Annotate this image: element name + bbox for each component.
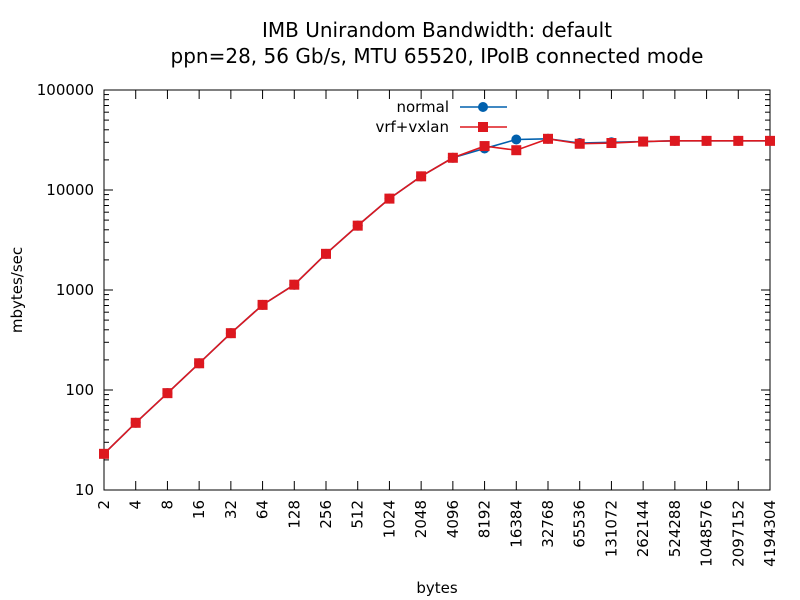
x-tick-label: 32 [222, 500, 240, 519]
y-tick-label: 1000 [56, 281, 94, 299]
data-point [733, 135, 744, 146]
y-tick-label: 10 [75, 481, 94, 499]
series-2 [99, 133, 775, 459]
data-point [352, 220, 363, 231]
series-line [103, 137, 770, 455]
data-point [321, 248, 331, 259]
data-point [479, 141, 490, 152]
data-point [194, 358, 205, 369]
legend-label: normal [396, 98, 449, 116]
data-point [257, 299, 268, 310]
x-tick-label: 1024 [380, 500, 398, 538]
series-line [103, 138, 770, 455]
x-tick-label: 16 [190, 500, 208, 519]
y-tick-label: 100 [65, 381, 94, 399]
data-point [638, 136, 649, 147]
x-tick-label: 1048576 [698, 500, 716, 567]
data-point [606, 138, 617, 149]
x-tick-label: 4194304 [761, 500, 779, 567]
x-tick-label: 512 [349, 500, 367, 529]
x-tick-label: 131072 [602, 500, 620, 557]
x-tick-label: 16384 [507, 500, 525, 548]
legend-label: vrf+vxlan [375, 118, 449, 136]
data-point [416, 171, 427, 182]
data-point [289, 279, 300, 290]
chart-title: IMB Unirandom Bandwidth: default [262, 18, 612, 42]
data-point [543, 133, 553, 144]
x-axis-label: bytes [416, 579, 458, 597]
legend: normal vrf+vxlan [375, 98, 507, 136]
legend-marker [478, 102, 488, 112]
x-tick-label: 64 [254, 500, 272, 519]
y-tick-label: 100000 [37, 81, 94, 99]
x-tick-label: 4 [127, 500, 145, 510]
data-point [99, 448, 109, 459]
x-tick-label: 65536 [571, 500, 589, 548]
data-point [511, 145, 522, 156]
x-tick-label: 2 [95, 500, 113, 510]
data-point [225, 328, 236, 339]
x-tick-label: 4096 [444, 500, 462, 538]
data-point [511, 134, 522, 145]
series-layer [99, 133, 775, 459]
data-point [447, 152, 458, 163]
series-1 [99, 133, 775, 459]
x-tick-label: 524288 [666, 500, 684, 557]
x-tick-label: 8 [158, 500, 176, 510]
axes: 10 100 1000 10000 100000 2 4 8 16 32 64 128 256 512 10… [37, 81, 779, 567]
x-tick-label: 2097152 [729, 500, 747, 567]
y-tick-label: 10000 [46, 181, 94, 199]
legend-marker [478, 122, 488, 132]
x-tick-label: 128 [285, 500, 303, 529]
data-point [669, 135, 680, 146]
x-tick-label: 262144 [634, 500, 652, 557]
plot-frame [103, 89, 771, 491]
data-point [162, 388, 173, 399]
x-tick-label: 8192 [476, 500, 494, 538]
x-tick-label: 2048 [412, 500, 430, 538]
chart-subtitle: ppn=28, 56 Gb/s, MTU 65520, IPoIB connec… [171, 44, 704, 68]
x-tick-label: 256 [317, 500, 335, 529]
data-point [384, 193, 395, 204]
data-point [701, 135, 712, 146]
x-tick-label: 32768 [539, 500, 557, 548]
y-axis-label: mbytes/sec [8, 247, 26, 333]
data-point [574, 138, 585, 149]
data-point [765, 135, 775, 146]
data-point [130, 417, 141, 428]
